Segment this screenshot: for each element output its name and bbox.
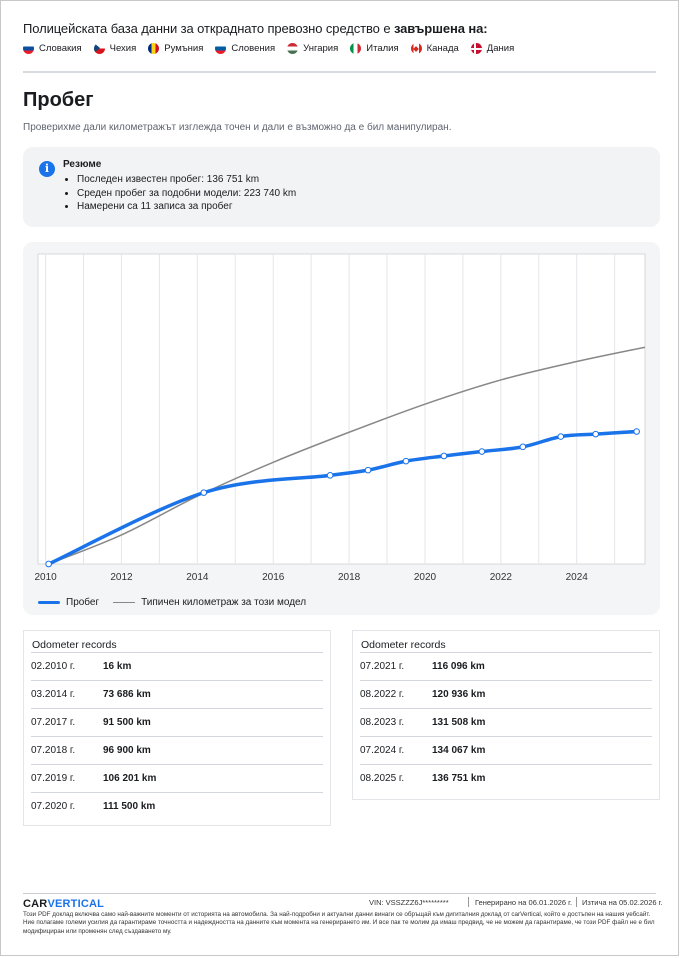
stolen-db-title: Полицейската база данни за откраднато пр… (23, 21, 488, 36)
country-hungary: Унгария (287, 43, 338, 54)
country-canada: Канада (410, 43, 459, 54)
odometer-row: 07.2019 г. 106 201 km (31, 764, 323, 792)
x-tick-label: 2014 (186, 572, 209, 583)
mileage-point (364, 466, 372, 474)
odometer-records-left: Odometer records 02.2010 г. 16 km 03.2014… (23, 630, 331, 826)
info-icon: i (39, 161, 55, 177)
flag-hungary-icon (287, 43, 299, 54)
x-tick-label: 2022 (490, 572, 513, 583)
mileage-point (592, 430, 599, 438)
odometer-row: 07.2018 г. 96 900 km (31, 736, 323, 764)
mileage-point (519, 443, 527, 451)
odometer-row: 07.2020 г. 111 500 km (31, 792, 323, 820)
odometer-row: 08.2023 г. 131 508 km (360, 708, 652, 736)
mileage-point (402, 457, 410, 465)
odometer-title: Odometer records (32, 639, 117, 651)
mileage-point (45, 560, 52, 568)
mileage-point (326, 472, 334, 479)
footer-separator (468, 897, 469, 907)
x-tick-label: 2024 (566, 572, 589, 583)
odometer-row: 07.2024 г. 134 067 km (360, 736, 652, 764)
mileage-point (440, 452, 448, 460)
flag-slovenia-icon (215, 43, 227, 54)
legend-swatch-mileage (38, 601, 60, 604)
summary-box: i Резюме Последен известен пробег: 136 7… (23, 147, 660, 227)
chart-legend: Пробег Типичен километраж за този модел (38, 597, 320, 608)
flag-romania-icon (148, 43, 160, 54)
section-title: Пробег (23, 89, 94, 111)
mileage-point (478, 448, 486, 455)
flag-czechia-icon (93, 43, 105, 54)
flag-denmark-icon (470, 43, 482, 54)
x-tick-label: 2012 (110, 572, 133, 583)
footer-divider (23, 893, 656, 894)
x-tick-label: 2018 (338, 572, 361, 583)
country-list: Словакия Чехия Румъния Словения Унгария … (23, 43, 526, 54)
odometer-row: 07.2021 г. 116 096 km (360, 652, 652, 680)
country-italy: Италия (350, 43, 399, 54)
footer-generated: Генерирано на 06.01.2026 г. (475, 898, 573, 907)
summary-list: Последен известен пробег: 136 751 km Сре… (63, 173, 296, 214)
legend-swatch-typical (113, 601, 136, 604)
legend-item-typical: Типичен километраж за този модел (113, 597, 306, 608)
x-tick-label: 2016 (262, 572, 285, 583)
footer-disclaimer: Този PDF доклад включва само най-важните… (23, 911, 655, 935)
mileage-point (557, 433, 565, 440)
flag-slovakia-icon (23, 43, 34, 54)
summary-item: Последен известен пробег: 136 751 km (77, 173, 296, 187)
header-divider (23, 71, 656, 73)
odometer-row: 07.2017 г. 91 500 km (31, 708, 323, 736)
footer-vin: VIN: VSSZZZ6J********* (369, 898, 449, 907)
odometer-row: 08.2022 г. 120 936 km (360, 680, 652, 708)
country-romania: Румъния (148, 43, 203, 54)
odometer-records-right: Odometer records 07.2021 г. 116 096 km 08… (352, 630, 660, 800)
summary-item: Намерени са 11 записа за пробег (77, 200, 296, 214)
summary-item: Среден пробег за подобни модели: 223 740… (77, 187, 296, 201)
country-czechia: Чехия (93, 43, 136, 54)
footer-expires: Изтича на 05.02.2026 г. (582, 898, 663, 907)
carvertical-logo: CARVERTICAL (23, 898, 105, 910)
summary-title: Резюме (63, 159, 102, 170)
footer-separator (576, 897, 577, 907)
country-denmark: Дания (470, 43, 514, 54)
country-slovenia: Словения (215, 43, 275, 54)
odometer-row: 03.2014 г. 73 686 km (31, 680, 323, 708)
x-tick-label: 2010 (34, 572, 57, 583)
country-slovakia: Словакия (23, 43, 82, 54)
odometer-row: 08.2025 г. 136 751 km (360, 764, 652, 792)
x-tick-label: 2020 (414, 572, 437, 583)
series-line-typical (48, 346, 646, 565)
odometer-title: Odometer records (361, 639, 446, 651)
mileage-chart: 2010 2012 2014 2016 2018 2020 2022 2024 (34, 253, 646, 583)
flag-italy-icon (350, 43, 362, 54)
legend-item-mileage: Пробег (38, 597, 99, 608)
section-subtitle: Проверихме дали километражът изглежда то… (23, 122, 452, 133)
mileage-point (200, 489, 208, 496)
plot-area (37, 253, 646, 565)
mileage-point (633, 428, 640, 435)
mileage-chart-card: 2010 2012 2014 2016 2018 2020 2022 2024 Пробег … (23, 242, 660, 615)
odometer-row: 02.2010 г. 16 km (31, 652, 323, 680)
flag-canada-icon (410, 43, 422, 54)
